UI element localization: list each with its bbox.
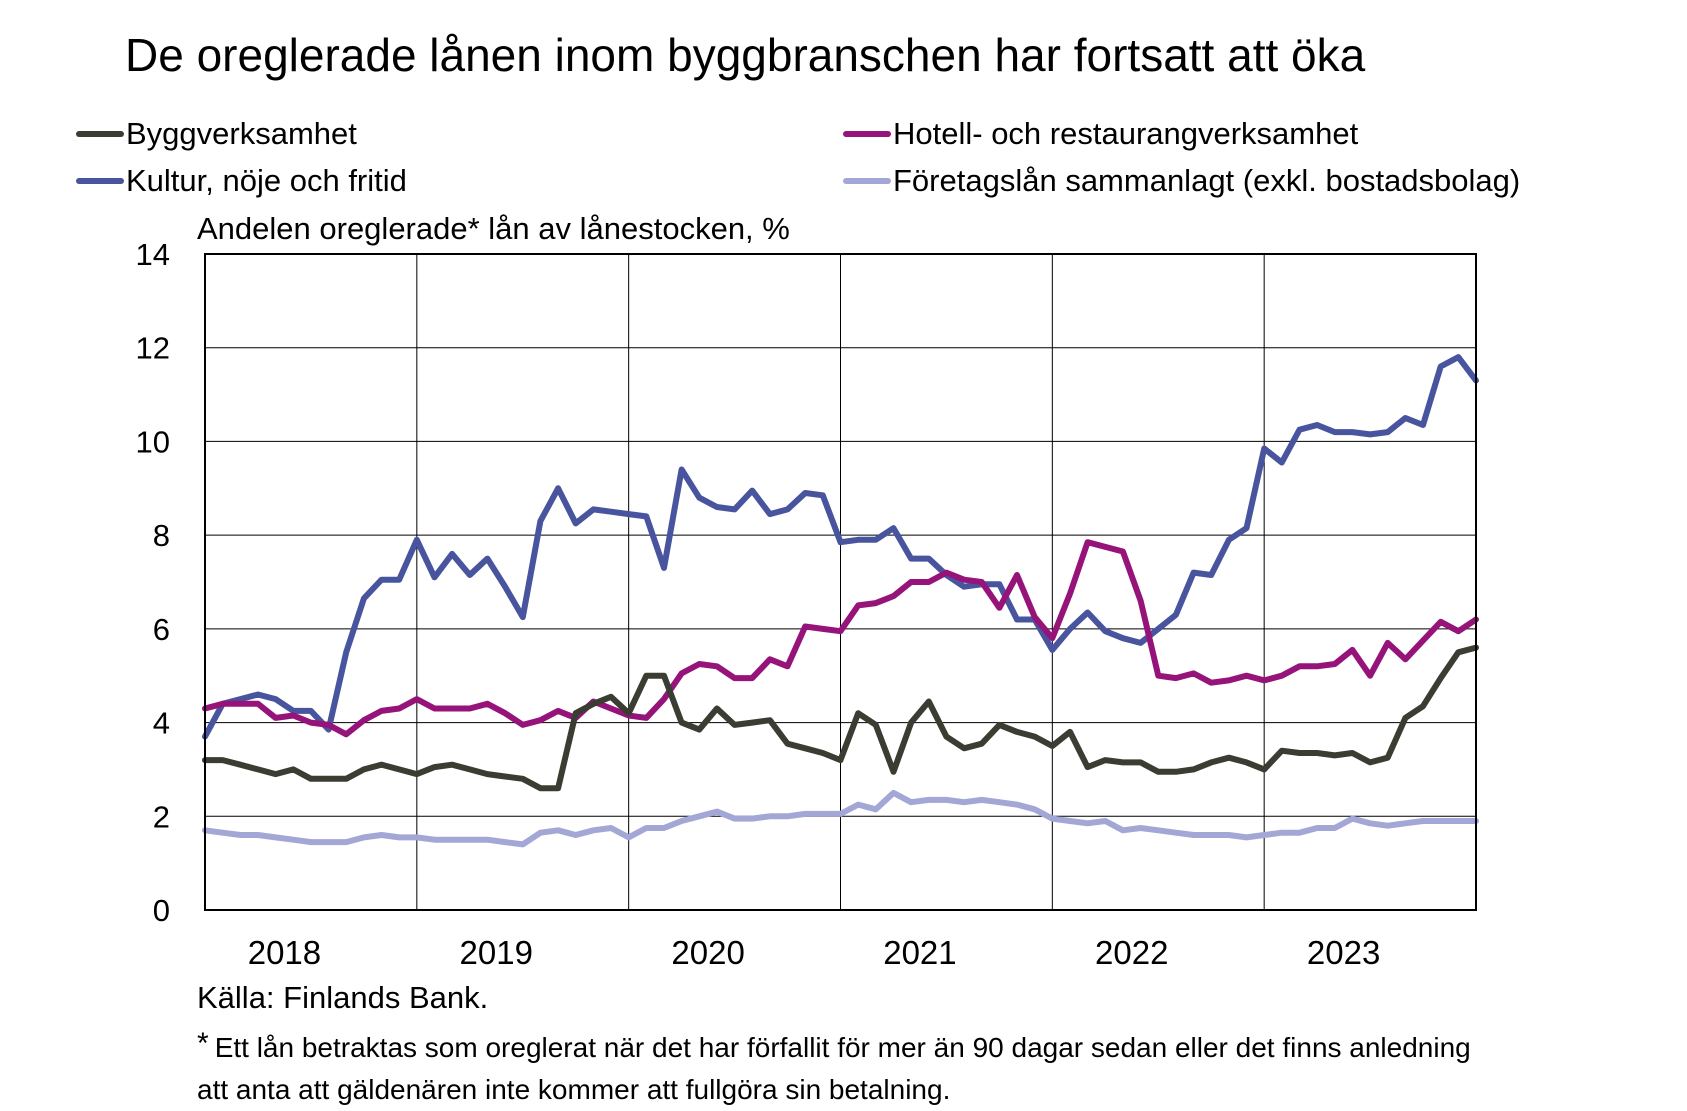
x-tick-label: 2022 bbox=[1095, 934, 1168, 971]
x-tick-label: 2020 bbox=[671, 934, 744, 971]
footnote-marker: * bbox=[197, 1027, 209, 1060]
legend-label-kultur-noje-fritid: Kultur, nöje och fritid bbox=[126, 163, 407, 198]
y-tick-label: 10 bbox=[136, 424, 170, 459]
legend-item-hotell-restaurang: Hotell- och restaurangverksamhet bbox=[843, 116, 1358, 152]
legend-item-foretagslan-sammanlagt: Företagslån sammanlagt (exkl. bostadsbol… bbox=[843, 163, 1520, 199]
footnote-text: Ett lån betraktas som oreglerat när det … bbox=[197, 1032, 1471, 1105]
y-tick-label: 0 bbox=[153, 893, 170, 928]
series-line-hotell-och-restaurangverksamhet bbox=[202, 539, 1479, 738]
x-tick-label: 2019 bbox=[460, 934, 533, 971]
legend-item-byggverksamhet: Byggverksamhet bbox=[76, 116, 357, 152]
gridlines bbox=[205, 254, 1476, 910]
footnote: * Ett lån betraktas som oreglerat när det… bbox=[197, 1023, 1477, 1111]
legend-label-foretagslan-sammanlagt: Företagslån sammanlagt (exkl. bostadsbol… bbox=[893, 163, 1521, 198]
x-tick-label: 2021 bbox=[883, 934, 956, 971]
x-tick-labels: 2018 2019 2020 2021 2022 2023 bbox=[248, 934, 1381, 971]
legend-item-kultur-noje-fritid: Kultur, nöje och fritid bbox=[76, 163, 407, 199]
y-tick-label: 4 bbox=[153, 706, 170, 741]
legend-swatch-byggverksamhet bbox=[76, 131, 124, 137]
y-tick-label: 8 bbox=[153, 518, 170, 553]
x-tick-label: 2018 bbox=[248, 934, 321, 971]
y-tick-labels: 0 2 4 6 8 10 12 14 bbox=[136, 237, 170, 928]
y-tick-label: 6 bbox=[153, 612, 170, 647]
series-lines bbox=[202, 354, 1479, 848]
legend-label-hotell-restaurang: Hotell- och restaurangverksamhet bbox=[893, 116, 1359, 151]
plot-frame bbox=[204, 253, 1477, 911]
legend-label-byggverksamhet: Byggverksamhet bbox=[126, 116, 357, 151]
legend-swatch-kultur-noje-fritid bbox=[76, 178, 124, 184]
series-line-byggverksamhet bbox=[202, 644, 1479, 792]
y-tick-label: 2 bbox=[153, 799, 170, 834]
series-line-företagslån-sammanlagt-exkl-bostadsbolag bbox=[202, 789, 1479, 848]
y-axis-label: Andelen oreglerade* lån av lånestocken, … bbox=[197, 211, 790, 246]
x-tick-label: 2023 bbox=[1307, 934, 1380, 971]
chart-title: De oreglerade lånen inom byggbranschen h… bbox=[125, 29, 1366, 81]
legend-swatch-foretagslan-sammanlagt bbox=[843, 178, 891, 184]
series-line-kultur-nöje-och-fritid bbox=[202, 354, 1479, 740]
source-note: Källa: Finlands Bank. bbox=[197, 980, 489, 1015]
y-tick-label: 14 bbox=[136, 237, 170, 272]
y-tick-label: 12 bbox=[136, 331, 170, 366]
legend-swatch-hotell-restaurang bbox=[843, 131, 891, 137]
